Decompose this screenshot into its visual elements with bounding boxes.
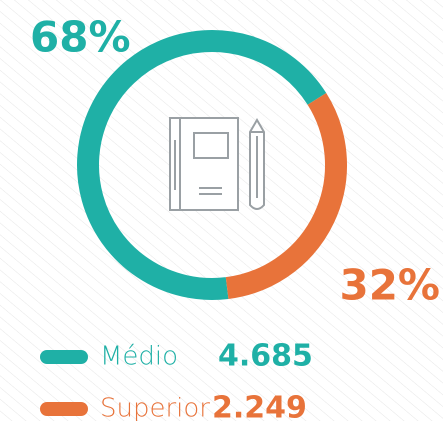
legend-label: Superior bbox=[100, 394, 210, 421]
donut-segment bbox=[77, 30, 327, 300]
percent-label: 32% bbox=[339, 261, 440, 310]
donut-segment bbox=[225, 93, 347, 299]
legend-label: Médio bbox=[100, 342, 178, 372]
notebook-icon bbox=[169, 117, 265, 211]
percent-label: 68% bbox=[30, 13, 131, 62]
legend-count: 2.249 bbox=[212, 391, 307, 421]
legend-swatch bbox=[40, 402, 88, 416]
legend-count: 4.685 bbox=[218, 339, 313, 374]
legend-swatch bbox=[40, 350, 88, 364]
